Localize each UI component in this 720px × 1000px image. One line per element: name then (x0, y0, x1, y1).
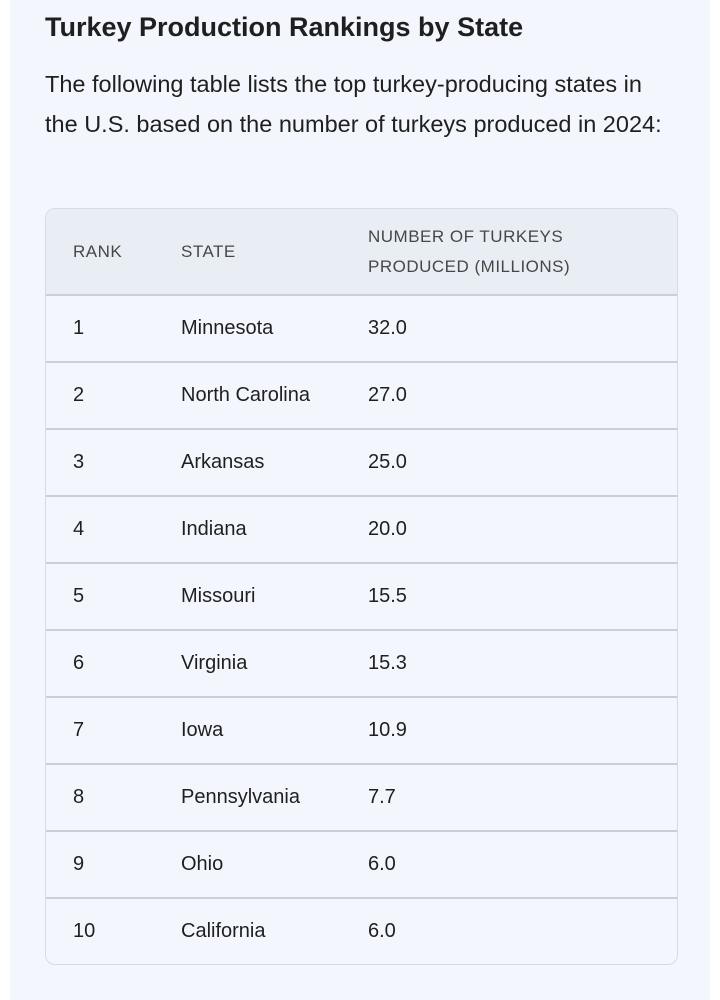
cell-rank: 10 (46, 897, 181, 964)
cell-rank: 2 (46, 361, 181, 429)
header-rank: RANK (46, 209, 181, 295)
table-row: 8 Pennsylvania 7.7 (46, 763, 677, 831)
cell-rank: 3 (46, 428, 181, 496)
cell-rank: 5 (46, 562, 181, 630)
cell-state: North Carolina (181, 361, 368, 429)
cell-turkeys: 27.0 (368, 361, 677, 429)
cell-state: Ohio (181, 830, 368, 898)
cell-state: California (181, 897, 368, 964)
cell-rank: 9 (46, 830, 181, 898)
table-row: 2 North Carolina 27.0 (46, 361, 677, 429)
table-row: 5 Missouri 15.5 (46, 562, 677, 630)
table-row: 1 Minnesota 32.0 (46, 294, 677, 362)
cell-state: Indiana (181, 495, 368, 563)
left-edge (0, 0, 10, 1000)
cell-rank: 6 (46, 629, 181, 697)
table-row: 10 California 6.0 (46, 897, 677, 964)
cell-turkeys: 15.5 (368, 562, 677, 630)
cell-turkeys: 6.0 (368, 897, 677, 964)
cell-turkeys: 32.0 (368, 294, 677, 362)
cell-turkeys: 10.9 (368, 696, 677, 764)
cell-state: Pennsylvania (181, 763, 368, 831)
header-state: STATE (181, 209, 368, 295)
rankings-table: RANK STATE NUMBER OF TURKEYS PRODUCED (M… (45, 208, 678, 965)
cell-rank: 7 (46, 696, 181, 764)
cell-turkeys: 15.3 (368, 629, 677, 697)
cell-state: Virginia (181, 629, 368, 697)
table-row: 9 Ohio 6.0 (46, 830, 677, 898)
table-row: 6 Virginia 15.3 (46, 629, 677, 697)
cell-turkeys: 25.0 (368, 428, 677, 496)
cell-state: Arkansas (181, 428, 368, 496)
intro-paragraph: The following table lists the top turkey… (45, 71, 662, 137)
right-edge (710, 0, 720, 1000)
cell-state: Missouri (181, 562, 368, 630)
table-header-row: RANK STATE NUMBER OF TURKEYS PRODUCED (M… (46, 209, 677, 295)
cell-turkeys: 20.0 (368, 495, 677, 563)
table-row: 4 Indiana 20.0 (46, 495, 677, 563)
cell-rank: 8 (46, 763, 181, 831)
cell-rank: 1 (46, 294, 181, 362)
cell-turkeys: 7.7 (368, 763, 677, 831)
page-title: Turkey Production Rankings by State (45, 12, 524, 42)
table-row: 7 Iowa 10.9 (46, 696, 677, 764)
cell-rank: 4 (46, 495, 181, 563)
table-row: 3 Arkansas 25.0 (46, 428, 677, 496)
cell-state: Iowa (181, 696, 368, 764)
cell-state: Minnesota (181, 294, 368, 362)
header-turkeys: NUMBER OF TURKEYS PRODUCED (MILLIONS) (368, 209, 677, 295)
cell-turkeys: 6.0 (368, 830, 677, 898)
